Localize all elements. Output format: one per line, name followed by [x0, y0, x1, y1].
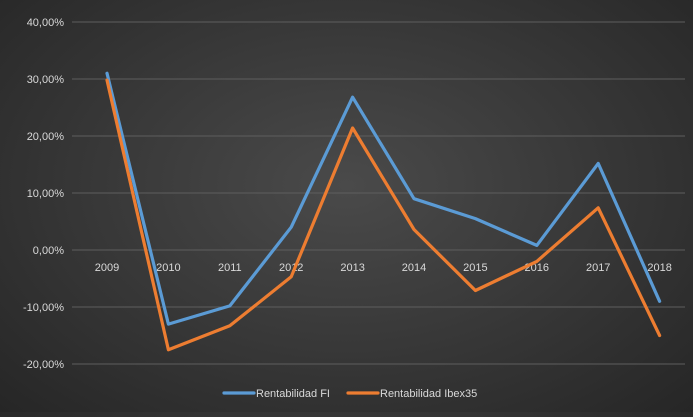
- y-tick-label: 30,00%: [27, 74, 65, 86]
- y-axis-tick-labels: 40,00% 30,00% 20,00% 10,00% 0,00% -10,00% -20,…: [23, 17, 64, 371]
- y-tick-label: 10,00%: [27, 188, 65, 200]
- x-tick-label: 2015: [463, 262, 487, 274]
- x-axis-tick-labels: 2009 2010 2011 2012 2013 2014 2015 2016 2017 2018: [95, 262, 672, 274]
- x-tick-label: 2017: [586, 262, 610, 274]
- legend-label: Rentabilidad FI: [256, 388, 330, 400]
- y-tick-label: -20,00%: [23, 359, 64, 371]
- y-tick-label: 0,00%: [33, 245, 64, 257]
- x-tick-label: 2014: [402, 262, 426, 274]
- y-tick-label: -10,00%: [23, 302, 64, 314]
- x-tick-label: 2013: [340, 262, 364, 274]
- gridlines: [72, 21, 685, 365]
- series-line-1: [105, 78, 662, 352]
- x-tick-label: 2012: [279, 262, 303, 274]
- series-lines: [105, 71, 662, 352]
- y-tick-label: 20,00%: [27, 131, 65, 143]
- y-tick-label: 40,00%: [27, 17, 65, 29]
- legend-label: Rentabilidad Ibex35: [380, 388, 477, 400]
- x-tick-label: 2010: [156, 262, 180, 274]
- x-tick-label: 2018: [647, 262, 671, 274]
- x-tick-label: 2011: [218, 262, 242, 274]
- series-line-0: [105, 71, 662, 326]
- legend: Rentabilidad FI Rentabilidad Ibex35: [222, 388, 477, 400]
- x-tick-label: 2009: [95, 262, 119, 274]
